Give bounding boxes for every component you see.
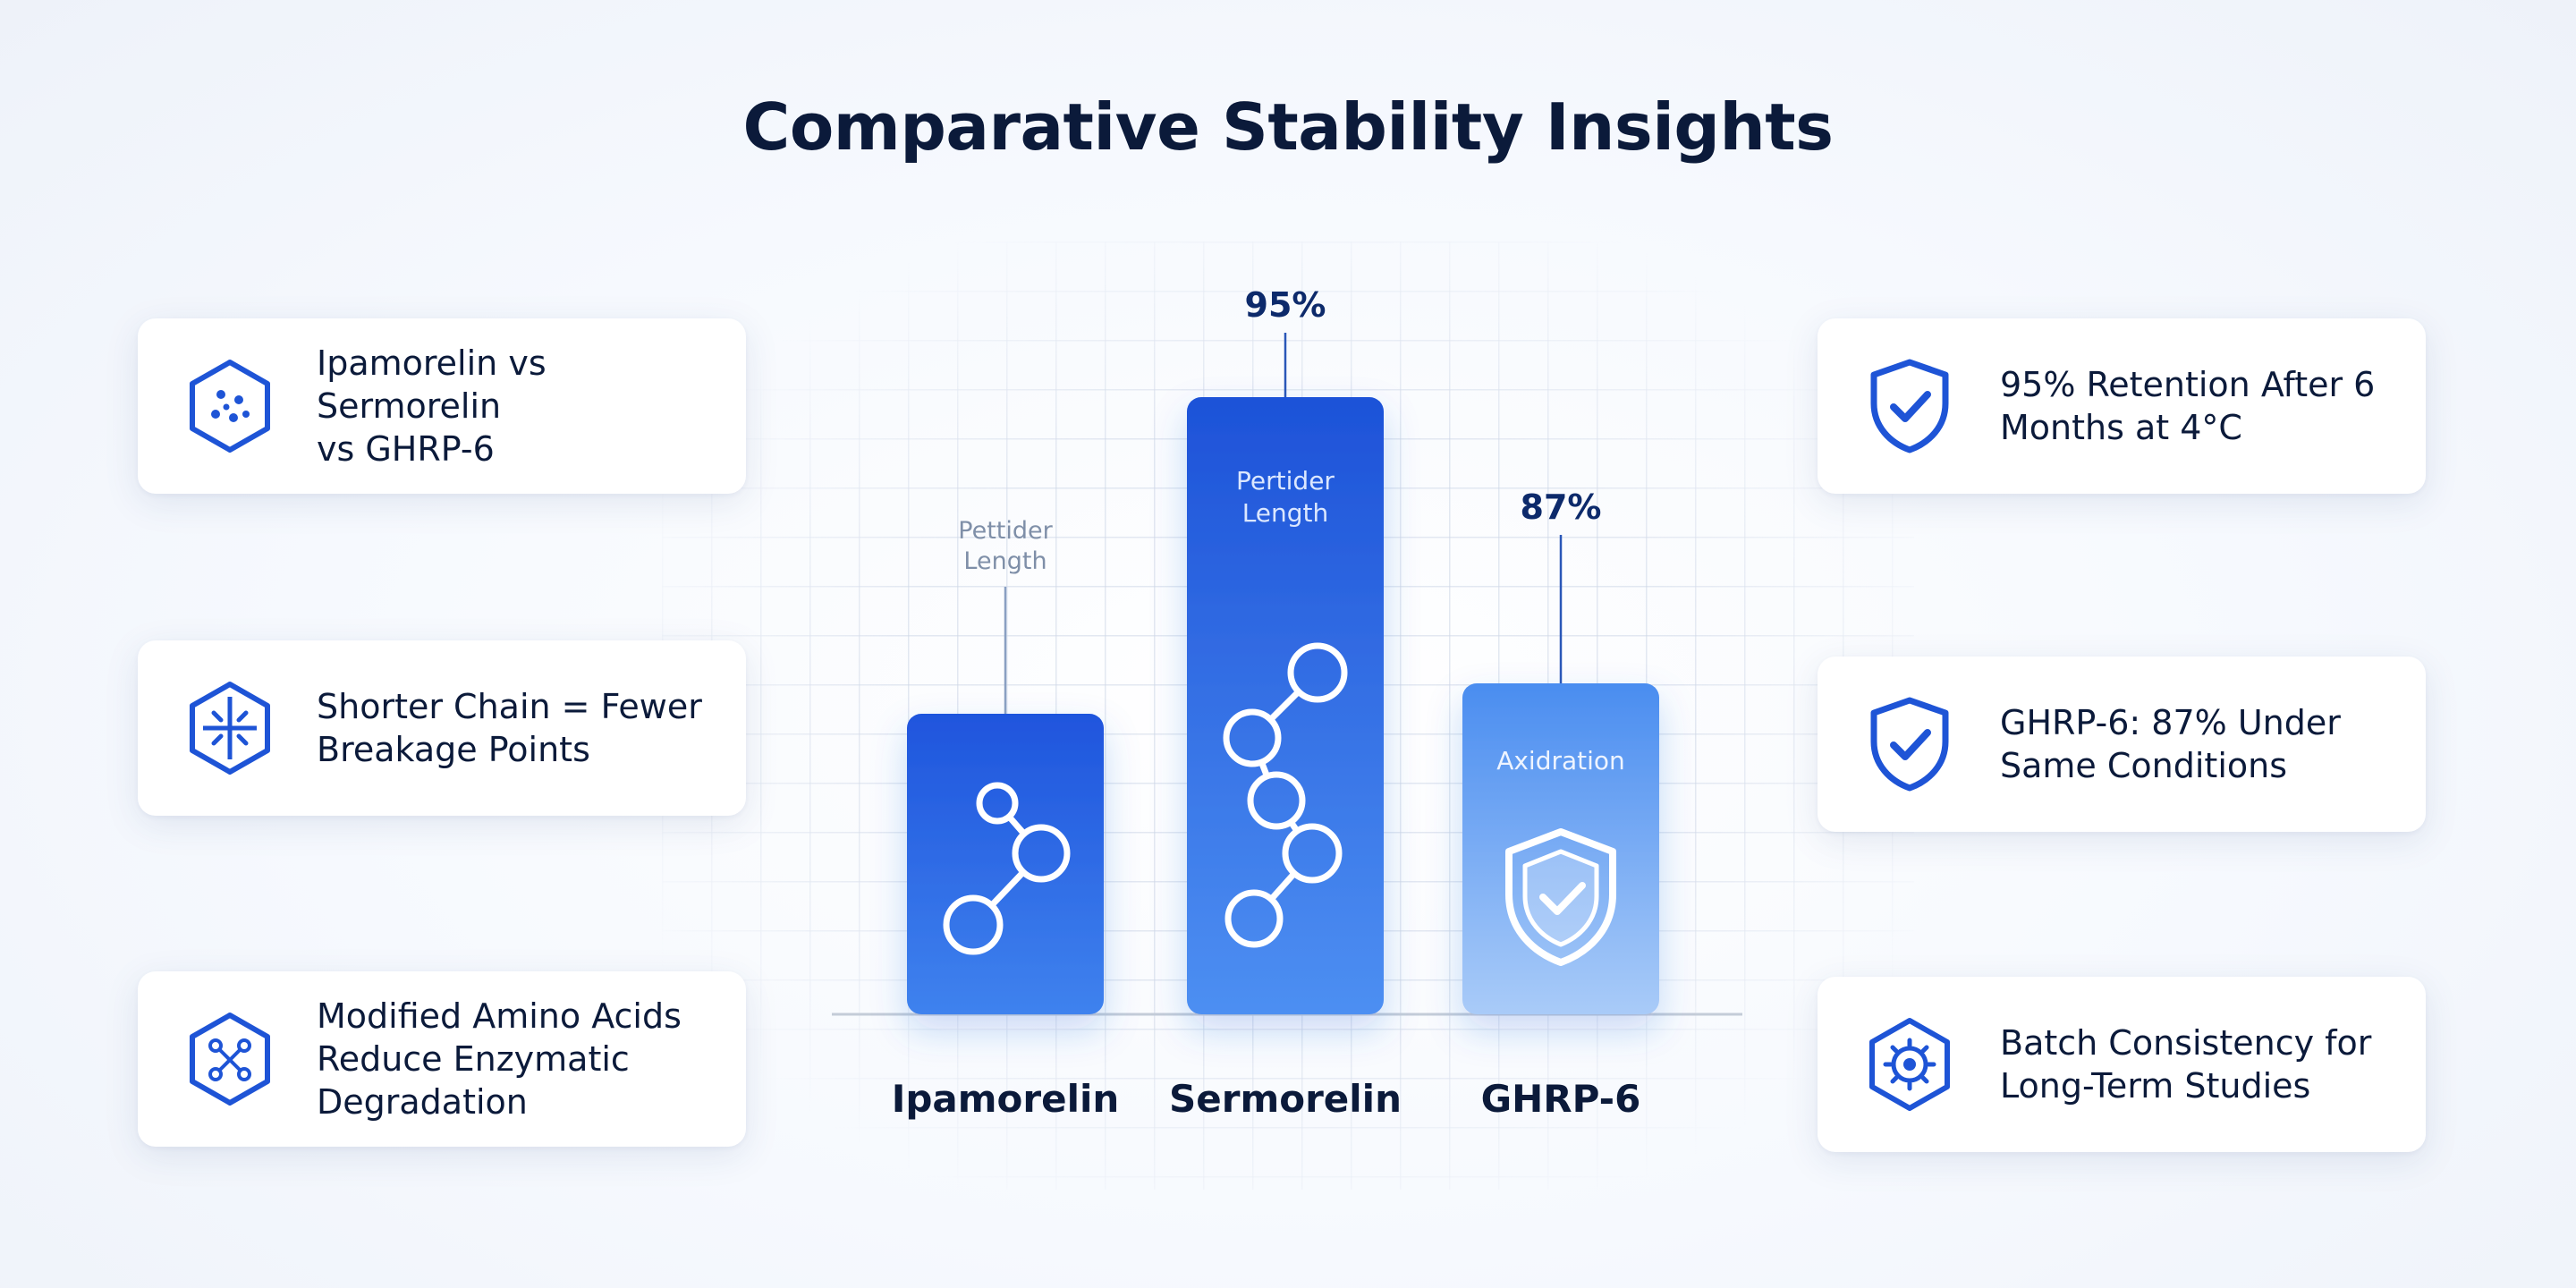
left-card-text: Ipamorelin vs Sermorelin vs GHRP-6 bbox=[317, 343, 547, 469]
molecule-bond bbox=[1006, 814, 1027, 836]
molecule-node bbox=[1223, 708, 1282, 767]
right-card-text: GHRP-6: 87% Under Same Conditions bbox=[2000, 703, 2341, 785]
right-card-text: 95% Retention After 6 Months at 4°C bbox=[2000, 365, 2376, 447]
bar-ipamorelin bbox=[907, 714, 1104, 1014]
molecule-bond bbox=[989, 869, 1026, 908]
bar-annotation: Axidration bbox=[1496, 746, 1625, 775]
category-label: Ipamorelin bbox=[892, 1077, 1120, 1121]
hexagon-dots-icon bbox=[181, 357, 279, 455]
category-label: GHRP-6 bbox=[1481, 1077, 1641, 1121]
category-label: Sermorelin bbox=[1169, 1077, 1402, 1121]
value-label: 87% bbox=[1521, 487, 1602, 527]
molecule-node bbox=[1224, 889, 1284, 948]
hexagon-segments-icon bbox=[181, 679, 279, 777]
shield-outline bbox=[1505, 828, 1616, 966]
molecule-bond bbox=[1268, 689, 1301, 722]
left-card-comparison: Ipamorelin vs Sermorelin vs GHRP-6 bbox=[138, 318, 746, 494]
molecule-node bbox=[1287, 642, 1348, 703]
molecule-chain-icon bbox=[1223, 642, 1348, 948]
value-label: 95% bbox=[1245, 285, 1326, 325]
left-card-text: Modified Amino Acids Reduce Enzymatic De… bbox=[317, 996, 682, 1122]
right-card-ghrp: GHRP-6: 87% Under Same Conditions bbox=[1818, 657, 2426, 832]
molecule-node bbox=[1247, 771, 1306, 830]
left-card-chain: Shorter Chain = Fewer Breakage Points bbox=[138, 640, 746, 816]
shield-checkmark bbox=[1539, 882, 1586, 915]
shield-check-icon bbox=[1505, 828, 1616, 966]
left-card-text: Shorter Chain = Fewer Breakage Points bbox=[317, 687, 702, 769]
molecule-node bbox=[1012, 824, 1071, 883]
bar-ghrp-6 bbox=[1462, 683, 1659, 1014]
shield-check-icon bbox=[1860, 357, 1959, 455]
hexagon-gear-icon bbox=[1860, 1015, 1959, 1114]
right-card-text: Batch Consistency for Long-Term Studies bbox=[2000, 1023, 2372, 1106]
page-title: Comparative Stability Insights bbox=[742, 89, 1834, 165]
right-card-batch: Batch Consistency for Long-Term Studies bbox=[1818, 977, 2426, 1152]
bar-annotation: Pettider Length bbox=[958, 517, 1053, 575]
molecule-node bbox=[976, 782, 1019, 825]
hexagon-molecule-icon bbox=[181, 1010, 279, 1108]
molecule-bond bbox=[1268, 871, 1297, 902]
molecule-node bbox=[1282, 823, 1343, 884]
bar-annotation: Pertider Length bbox=[1236, 466, 1335, 528]
shield-inner bbox=[1522, 849, 1599, 947]
molecule-chain-icon bbox=[943, 782, 1071, 955]
left-card-amino: Modified Amino Acids Reduce Enzymatic De… bbox=[138, 971, 746, 1147]
shield-check-icon bbox=[1860, 695, 1959, 793]
right-card-retention: 95% Retention After 6 Months at 4°C bbox=[1818, 318, 2426, 494]
molecule-node bbox=[943, 894, 1004, 955]
